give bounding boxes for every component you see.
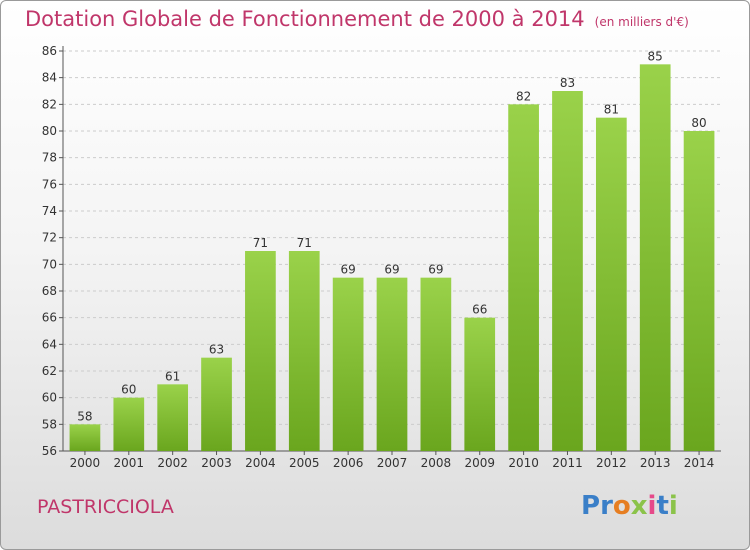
x-tick-label: 2011 (552, 456, 583, 470)
bar-2012 (595, 117, 627, 452)
bar-2008 (420, 277, 452, 451)
y-tick-label: 56 (42, 444, 57, 458)
y-tick-label: 76 (42, 177, 57, 191)
bars (69, 64, 715, 452)
data-label-2010: 82 (516, 89, 531, 103)
logo-letter: i (668, 491, 678, 521)
data-label-2004: 71 (253, 236, 268, 250)
y-tick-label: 74 (42, 204, 57, 218)
y-tick-label: 72 (42, 231, 57, 245)
data-label-2003: 63 (209, 343, 224, 357)
logo-letter: P (581, 491, 601, 521)
y-tick-label: 86 (42, 44, 57, 58)
bar-2005 (288, 251, 320, 451)
bar-2004 (245, 251, 276, 451)
x-tick-label: 2002 (157, 456, 188, 470)
data-label-2001: 60 (121, 383, 136, 397)
x-tick-label: 2005 (289, 456, 320, 470)
bar-2006 (332, 277, 364, 451)
y-tick-label: 82 (42, 97, 57, 111)
data-label-2013: 85 (648, 49, 663, 63)
bar-2002 (157, 384, 189, 451)
x-tick-label: 2010 (508, 456, 539, 470)
bar-2014 (683, 131, 715, 451)
x-tick-label: 2009 (464, 456, 495, 470)
data-label-2006: 69 (340, 263, 355, 277)
logo-letter: t (656, 491, 669, 521)
data-label-2014: 80 (691, 116, 706, 130)
data-label-2002: 61 (165, 369, 180, 383)
data-label-2009: 66 (472, 303, 487, 317)
bar-2000 (69, 424, 101, 451)
bar-2003 (201, 357, 232, 451)
x-tick-label: 2000 (70, 456, 101, 470)
x-tick-label: 2013 (640, 456, 671, 470)
x-tick-label: 2003 (201, 456, 232, 470)
data-label-2000: 58 (77, 409, 92, 423)
data-label-2012: 81 (604, 103, 619, 117)
y-tick-label: 80 (42, 124, 57, 138)
chart-title-text: Dotation Globale de Fonctionnement de 20… (25, 7, 585, 31)
x-tick-label: 2008 (421, 456, 452, 470)
y-tick-label: 66 (42, 311, 57, 325)
data-label-2005: 71 (297, 236, 312, 250)
logo-letter: x (630, 491, 648, 521)
bar-2007 (376, 277, 408, 451)
logo-letter: r (600, 491, 613, 521)
y-tick-label: 62 (42, 364, 57, 378)
x-tick-label: 2006 (333, 456, 364, 470)
bar-2010 (508, 104, 539, 451)
y-tick-label: 78 (42, 151, 57, 165)
commune-name: PASTRICCIOLA (37, 496, 174, 518)
chart-title: Dotation Globale de Fonctionnement de 20… (25, 7, 689, 31)
bar-2011 (552, 91, 583, 451)
data-label-2008: 69 (428, 263, 443, 277)
chart-subtitle: (en milliers d'€) (594, 15, 689, 29)
x-tick-label: 2012 (596, 456, 627, 470)
logo-letter: o (612, 491, 631, 521)
y-tick-label: 60 (42, 391, 57, 405)
x-tick-label: 2014 (684, 456, 715, 470)
bar-2009 (464, 317, 496, 451)
x-tick-label: 2001 (114, 456, 145, 470)
x-tick-label: 2007 (377, 456, 408, 470)
data-label-2011: 83 (560, 76, 575, 90)
y-tick-label: 84 (42, 71, 57, 85)
x-tick-label: 2004 (245, 456, 276, 470)
logo-letter: i (647, 491, 657, 521)
y-tick-label: 64 (42, 337, 57, 351)
y-tick-label: 68 (42, 284, 57, 298)
labels: 56 58 60 62 64 66 68 70 72 74 76 78 80 82 84 86 58 2000 60… (42, 44, 715, 470)
bar-2013 (639, 64, 671, 452)
proxiti-logo[interactable]: Proxiti (581, 491, 678, 521)
data-label-2007: 69 (384, 263, 399, 277)
bar-2001 (113, 397, 145, 451)
y-tick-label: 70 (42, 257, 57, 271)
y-tick-label: 58 (42, 417, 57, 431)
